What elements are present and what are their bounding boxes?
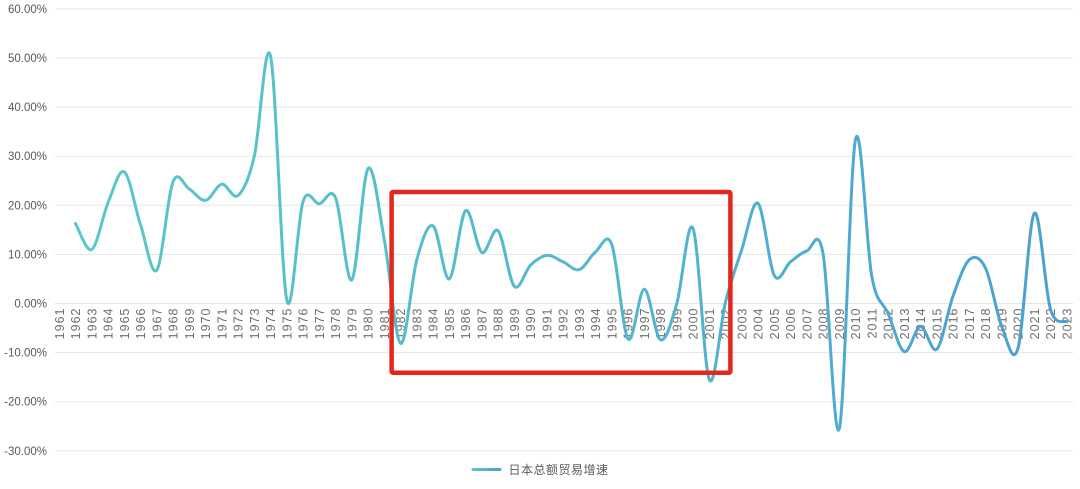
x-tick-label: 1972 bbox=[232, 308, 246, 340]
x-tick-label: 2000 bbox=[687, 308, 701, 340]
x-tick-label: 1988 bbox=[492, 307, 506, 339]
y-axis-labels: 60.00% 50.00% 40.00% 30.00% 20.00% 10.00% 0.00… bbox=[4, 4, 47, 458]
x-tick-label: 1980 bbox=[362, 308, 376, 340]
x-tick-label: 1986 bbox=[459, 308, 473, 340]
y-tick-label: 50.00% bbox=[8, 53, 47, 65]
x-tick-label: 1962 bbox=[69, 308, 83, 340]
y-tick-label: -20.00% bbox=[4, 397, 47, 409]
x-tick-label: 2012 bbox=[882, 308, 896, 340]
highlight-rectangle bbox=[389, 189, 733, 375]
trade-growth-line bbox=[74, 51, 1069, 432]
x-tick-label: 2006 bbox=[784, 308, 798, 340]
y-tick-label: 0.00% bbox=[14, 299, 47, 311]
x-tick-label: 2018 bbox=[979, 308, 993, 340]
x-tick-label: 1965 bbox=[118, 308, 132, 340]
x-tick-label: 1992 bbox=[557, 308, 571, 340]
x-tick-label: 1979 bbox=[345, 308, 359, 340]
x-tick-label: 2017 bbox=[963, 308, 977, 340]
x-tick-label: 2023 bbox=[1060, 308, 1074, 340]
y-tick-label: 40.00% bbox=[8, 102, 47, 114]
y-tick-label: 30.00% bbox=[8, 151, 47, 163]
x-tick-label: 1969 bbox=[183, 308, 197, 340]
x-tick-label: 1964 bbox=[102, 308, 116, 340]
x-tick-label: 1971 bbox=[215, 308, 229, 340]
x-tick-label: 1978 bbox=[329, 308, 343, 340]
x-tick-label: 2009 bbox=[833, 308, 847, 340]
x-tick-label: 2004 bbox=[752, 308, 766, 340]
legend: 日本总额贸易增速 bbox=[471, 461, 608, 478]
x-tick-label: 1999 bbox=[670, 308, 684, 340]
x-tick-label: 1985 bbox=[443, 308, 457, 340]
x-tick-label: 1983 bbox=[410, 308, 424, 340]
x-tick-label: 2015 bbox=[930, 308, 944, 340]
x-tick-label: 1967 bbox=[150, 308, 164, 340]
x-axis-labels: 1961 1962 1963 1964 1965 1966 1967 1968 1969 1970… bbox=[53, 307, 1075, 339]
x-tick-label: 1984 bbox=[427, 308, 441, 340]
x-tick-label: 1970 bbox=[199, 308, 213, 340]
x-tick-label: 1994 bbox=[589, 308, 603, 340]
x-tick-label: 2013 bbox=[898, 308, 912, 340]
x-tick-label: 1993 bbox=[573, 308, 587, 340]
x-tick-label: 1997 bbox=[638, 308, 652, 340]
gridlines bbox=[55, 8, 1073, 452]
x-tick-label: 2001 bbox=[703, 308, 717, 340]
legend-series-label: 日本总额贸易增速 bbox=[508, 463, 609, 477]
x-tick-label: 2016 bbox=[947, 308, 961, 340]
x-tick-label: 1991 bbox=[540, 308, 554, 340]
x-tick-label: 1968 bbox=[167, 308, 181, 340]
x-tick-label: 1990 bbox=[524, 308, 538, 340]
x-tick-label: 1976 bbox=[297, 308, 311, 340]
x-tick-label: 1974 bbox=[264, 308, 278, 340]
y-tick-label: -10.00% bbox=[4, 348, 47, 360]
y-tick-label: 10.00% bbox=[8, 249, 47, 261]
x-tick-label: 1975 bbox=[280, 308, 294, 340]
x-tick-label: 2005 bbox=[768, 308, 782, 340]
x-tick-label: 1995 bbox=[605, 308, 619, 340]
x-tick-label: 2010 bbox=[849, 308, 863, 340]
y-tick-label: 20.00% bbox=[8, 200, 47, 212]
x-tick-label: 1961 bbox=[53, 308, 67, 340]
x-tick-label: 2003 bbox=[735, 308, 749, 340]
x-tick-label: 1966 bbox=[134, 308, 148, 340]
x-tick-label: 1973 bbox=[248, 308, 262, 340]
y-tick-label: 60.00% bbox=[8, 4, 47, 16]
x-tick-label: 1963 bbox=[85, 308, 99, 340]
x-tick-label: 1981 bbox=[378, 308, 392, 340]
x-tick-label: 1977 bbox=[313, 308, 327, 340]
x-tick-label: 2021 bbox=[1028, 308, 1042, 340]
y-tick-label: -30.00% bbox=[4, 446, 47, 458]
x-tick-label: 1989 bbox=[508, 308, 522, 340]
x-tick-label: 1987 bbox=[475, 308, 489, 340]
x-tick-label: 2011 bbox=[865, 308, 879, 339]
x-tick-label: 2007 bbox=[800, 308, 814, 340]
legend-line-sample bbox=[471, 468, 502, 471]
